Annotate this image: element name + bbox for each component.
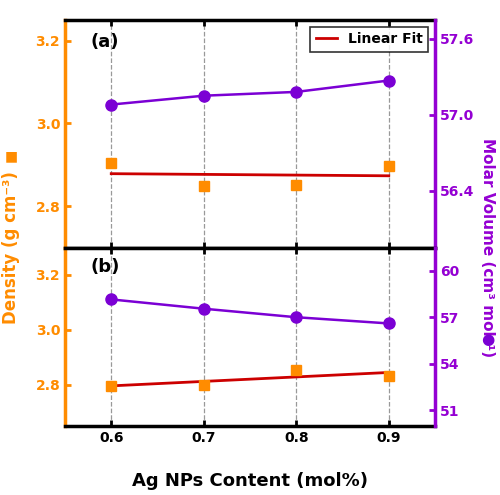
Legend: Linear Fit: Linear Fit xyxy=(310,27,428,52)
Text: Molar Volume (cm³ mol⁻¹): Molar Volume (cm³ mol⁻¹) xyxy=(480,138,495,357)
Text: ■: ■ xyxy=(4,149,18,163)
Text: (b): (b) xyxy=(91,258,120,276)
Text: ●: ● xyxy=(481,332,494,346)
Text: (a): (a) xyxy=(91,34,120,51)
Text: Ag NPs Content (mol%): Ag NPs Content (mol%) xyxy=(132,472,368,490)
Text: Density (g cm⁻³): Density (g cm⁻³) xyxy=(2,171,20,324)
